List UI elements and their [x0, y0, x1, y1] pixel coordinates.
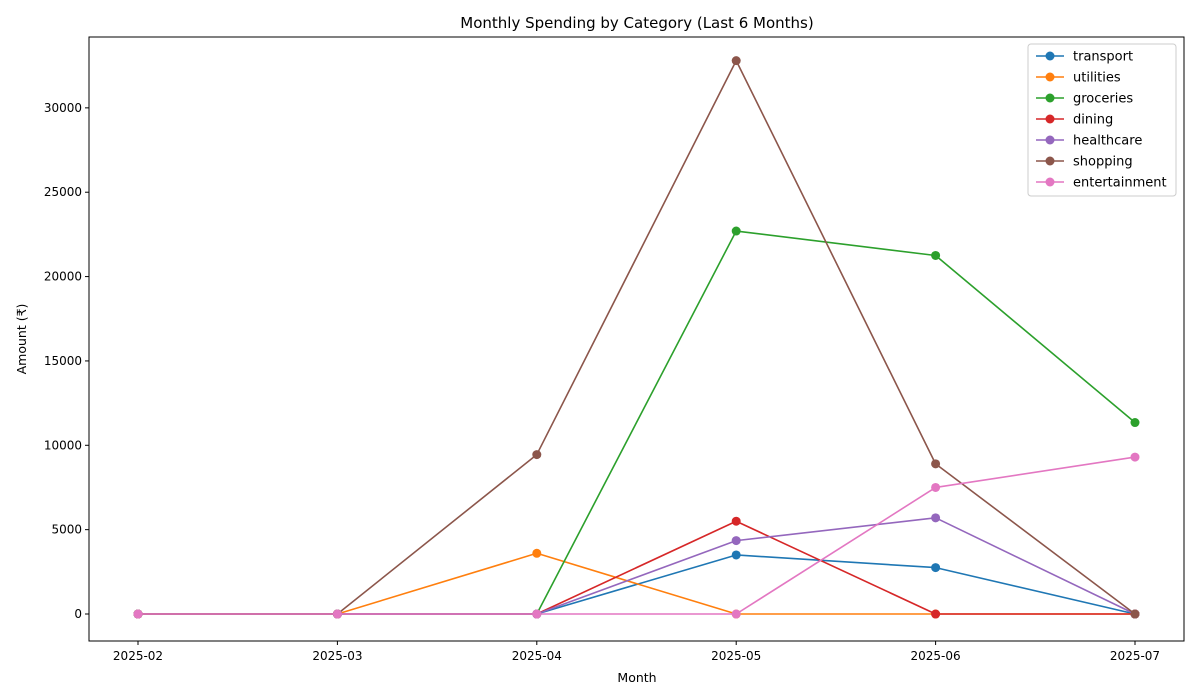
x-tick-label: 2025-02: [113, 649, 163, 663]
x-axis-label: Month: [617, 670, 656, 685]
legend-label: entertainment: [1073, 176, 1167, 191]
legend-marker: [1045, 156, 1055, 166]
y-tick-label: 15000: [44, 354, 82, 368]
legend-marker: [1045, 177, 1055, 187]
legend-label: shopping: [1073, 155, 1133, 170]
legend-item-utilities: utilities: [1036, 71, 1121, 86]
y-tick-label: 20000: [44, 270, 82, 284]
legend-label: groceries: [1073, 92, 1133, 107]
series-layer: [133, 56, 1140, 619]
y-axis: 0 5000 10000 15000 20000 25000 30000: [44, 101, 89, 621]
legend-item-transport: transport: [1036, 50, 1133, 65]
legend-item-dining: dining: [1036, 113, 1113, 128]
series-line-entertainment: [138, 456, 1136, 615]
data-point-entertainment: [332, 609, 342, 619]
legend-label: utilities: [1073, 71, 1121, 86]
data-point-groceries: [731, 226, 741, 236]
legend-item-shopping: shopping: [1036, 155, 1133, 170]
data-point-shopping: [731, 56, 741, 66]
y-axis-label: Amount (₹): [14, 304, 29, 375]
y-tick-label: 5000: [51, 523, 82, 537]
legend-item-entertainment: entertainment: [1036, 176, 1167, 191]
data-point-groceries: [931, 250, 941, 260]
x-tick-label: 2025-03: [312, 649, 362, 663]
legend-label: healthcare: [1073, 134, 1142, 149]
legend-item-groceries: groceries: [1036, 92, 1133, 107]
data-point-entertainment: [1130, 452, 1140, 462]
series-entertainment: [133, 452, 1140, 619]
x-tick-label: 2025-07: [1110, 649, 1160, 663]
legend-marker: [1045, 114, 1055, 124]
legend-marker: [1045, 72, 1055, 82]
chart-title: Monthly Spending by Category (Last 6 Mon…: [460, 14, 813, 32]
data-point-entertainment: [532, 609, 542, 619]
x-axis: 2025-02 2025-03 2025-04 2025-05 2025-06 2025-…: [113, 641, 1160, 663]
data-point-transport: [731, 550, 741, 560]
legend-box: [1027, 43, 1177, 197]
y-tick-label: 30000: [44, 101, 82, 115]
legend-label: transport: [1073, 50, 1133, 65]
data-point-dining: [931, 609, 941, 619]
data-point-groceries: [1130, 418, 1140, 428]
legend-marker: [1045, 135, 1055, 145]
legend-marker: [1045, 51, 1055, 61]
legend-item-healthcare: healthcare: [1036, 134, 1142, 149]
data-point-shopping: [1130, 609, 1140, 619]
y-tick-label: 25000: [44, 185, 82, 199]
data-point-entertainment: [731, 609, 741, 619]
y-tick-label: 0: [74, 607, 82, 621]
x-tick-label: 2025-06: [911, 649, 961, 663]
data-point-transport: [931, 563, 941, 573]
legend-marker: [1045, 93, 1055, 103]
data-point-shopping: [931, 459, 941, 469]
plot-frame: [88, 36, 1185, 642]
data-point-entertainment: [931, 482, 941, 492]
data-point-entertainment: [133, 609, 143, 619]
legend-label: dining: [1073, 113, 1113, 128]
data-point-healthcare: [731, 536, 741, 546]
y-tick-label: 10000: [44, 438, 82, 452]
data-point-healthcare: [931, 513, 941, 523]
data-point-dining: [731, 516, 741, 526]
data-point-utilities: [532, 548, 542, 558]
legend: transport utilities groceries dining healthc…: [1027, 43, 1177, 197]
data-point-shopping: [532, 450, 542, 460]
x-tick-label: 2025-05: [711, 649, 761, 663]
plot-area: [88, 36, 1185, 642]
x-tick-label: 2025-04: [512, 649, 562, 663]
